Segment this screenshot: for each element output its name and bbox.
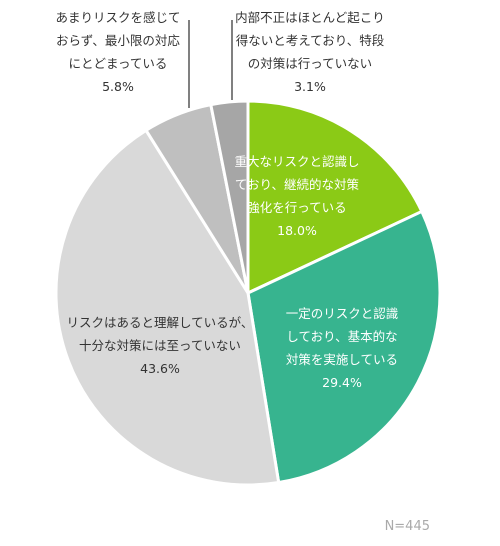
slice-label-line: にとどまっている: [69, 56, 168, 71]
slice-label-line: 一定のリスクと認識: [286, 306, 399, 321]
slice-label-line: の対策は行っていない: [248, 56, 372, 71]
sample-size-label: N=445: [385, 519, 430, 534]
slice-label-2: 一定のリスクと認識しており、基本的な対策を実施している 29.4%: [286, 306, 399, 390]
slice-value-label: 18.0%: [277, 223, 317, 238]
slice-label-line: リスクはあると理解しているが、: [67, 315, 254, 330]
slice-label-line: 十分な対策には至っていない: [79, 338, 241, 353]
slice-labels: 重大なリスクと認識しており、継続的な対策強化を行っている 18.0% 一定のリスクと…: [55, 10, 398, 390]
pie-slice-5: [209, 99, 250, 295]
slice-value-label: 3.1%: [294, 79, 326, 94]
slice-label-line: 対策を実施している: [286, 352, 398, 367]
slice-label-3: リスクはあると理解しているが、十分な対策には至っていない 43.6%: [67, 315, 254, 376]
slice-value-label: 5.8%: [102, 79, 134, 94]
slice-label-1: 重大なリスクと認識しており、継続的な対策強化を行っている 18.0%: [234, 154, 359, 238]
slice-label-line: あまりリスクを感じて: [55, 10, 180, 25]
pie-slice-2: [246, 209, 442, 485]
pie-slice-1: [246, 99, 424, 295]
slice-label-line: しており、基本的な: [286, 329, 397, 344]
slice-label-line: 強化を行っている: [247, 200, 346, 215]
pie-slices: [54, 99, 442, 487]
slice-value-label: 29.4%: [322, 375, 362, 390]
slice-label-line: 重大なリスクと認識し: [234, 154, 359, 169]
slice-label-line: おらず、最小限の対応: [56, 33, 180, 48]
slice-value-label: 43.6%: [140, 361, 180, 376]
leader-lines: [188, 20, 233, 108]
slice-label-line: 得ないと考えており、特段: [236, 33, 385, 48]
pie-slice-3: [54, 128, 281, 487]
slice-label-5: 内部不正はほとんど起こり得ないと考えており、特段の対策は行っていない 3.1%: [235, 10, 385, 94]
slice-label-4: あまりリスクを感じておらず、最小限の対応にとどまっている 5.8%: [55, 10, 180, 94]
slice-label-line: ており、継続的な対策: [235, 177, 360, 192]
slice-label-line: 内部不正はほとんど起こり: [235, 10, 385, 25]
